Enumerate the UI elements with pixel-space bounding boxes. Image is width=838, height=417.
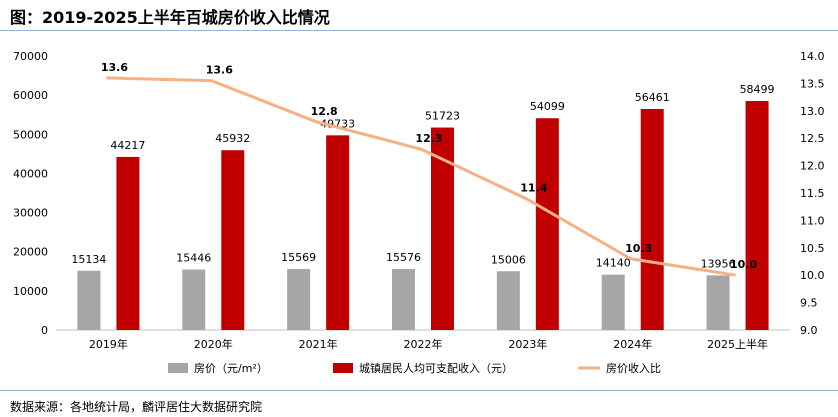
x-tick-label: 2020年: [194, 337, 233, 351]
income-bar: [745, 101, 769, 330]
house-price-bar: [496, 271, 520, 330]
y-right-tick-label: 14.0: [800, 50, 825, 63]
x-tick-label: 2019年: [89, 337, 128, 351]
y-right-tick-label: 11.5: [800, 187, 825, 200]
income-bar: [116, 156, 140, 330]
y-right-tick-label: 11.0: [800, 214, 825, 227]
house-price-data-label: 15446: [176, 252, 211, 265]
ratio-line: [106, 76, 736, 277]
house-price-bar: [287, 269, 311, 330]
legend-income-text: 城镇居民人均可支配收入（元）: [359, 361, 513, 375]
house-price-data-label: 15576: [386, 251, 421, 264]
house-price-data-label: 14140: [596, 257, 631, 270]
income-data-label: 44217: [110, 139, 145, 152]
ratio-data-label: 11.4: [520, 181, 547, 194]
income-bar: [221, 150, 245, 330]
y-left-tick-label: 30000: [13, 207, 48, 220]
y-left-tick-label: 60000: [13, 89, 48, 102]
income-data-label: 49733: [320, 117, 355, 130]
y-right-tick-label: 10.0: [800, 269, 825, 282]
y-left-tick-label: 20000: [13, 246, 48, 259]
income-data-label: 51723: [425, 110, 460, 123]
y-right-tick-label: 12.5: [800, 132, 825, 145]
y-left-tick-label: 0: [41, 324, 48, 337]
y-right-tick-label: 13.5: [800, 77, 825, 90]
title-divider: [0, 30, 838, 31]
y-right-tick-label: 13.0: [800, 105, 825, 118]
income-bar: [535, 118, 559, 330]
chart-title: 图：2019-2025上半年百城房价收入比情况: [10, 8, 330, 27]
income-data-label: 54099: [530, 100, 565, 113]
house-price-data-label: 15134: [71, 253, 106, 266]
income-bar: [640, 108, 664, 330]
income-data-label: 45932: [215, 132, 250, 145]
x-tick-label: 2024年: [613, 337, 652, 351]
ratio-data-label: 13.6: [206, 64, 233, 77]
source-divider: [0, 390, 838, 391]
income-data-label: 56461: [635, 91, 670, 104]
y-left-tick-label: 70000: [13, 50, 48, 63]
house-price-bar: [77, 270, 101, 330]
ratio-data-label: 12.8: [311, 105, 338, 118]
legend-house-price-text: 房价（元/m²）: [194, 362, 268, 375]
ratio-data-label: 13.6: [101, 61, 128, 74]
y-right-tick-label: 12.0: [800, 160, 825, 173]
x-tick-label: 2023年: [508, 337, 547, 351]
income-bar: [431, 127, 454, 330]
legend-income-swatch: [333, 363, 353, 373]
y-right-tick-label: 9.5: [800, 297, 818, 310]
house-price-data-label: 15569: [281, 251, 316, 264]
legend-house-price-swatch: [168, 363, 188, 373]
house-price-data-label: 15006: [491, 253, 526, 266]
y-right-tick-label: 10.5: [800, 242, 825, 255]
ratio-data-label: 10.0: [730, 258, 757, 271]
income-bar: [326, 135, 350, 330]
y-left-tick-label: 10000: [13, 285, 48, 298]
house-price-bar: [601, 274, 625, 330]
chart-canvas: 0 10000 20000 30000 40000 50000 60000 70000 9.0 9…: [13, 50, 825, 375]
x-tick-label: 2021年: [299, 337, 338, 351]
legend-ratio-text: 房价收入比: [606, 361, 661, 375]
y-left-tick-label: 40000: [13, 167, 48, 180]
income-data-label: 58499: [740, 83, 775, 96]
y-right-tick-label: 9.0: [800, 324, 818, 337]
house-price-bar: [392, 269, 415, 330]
x-tick-label: 2022年: [404, 337, 443, 351]
ratio-data-label: 12.3: [415, 132, 442, 145]
x-tick-label: 2025上半年: [707, 337, 768, 351]
source-note: 数据来源：各地统计局，麟评居住大数据研究院: [10, 400, 263, 414]
ratio-data-label: 10.3: [625, 242, 652, 255]
house-price-bar: [706, 275, 730, 330]
house-price-data-label: 13956: [701, 257, 736, 270]
y-left-tick-label: 50000: [13, 128, 48, 141]
house-price-bar: [182, 269, 206, 330]
